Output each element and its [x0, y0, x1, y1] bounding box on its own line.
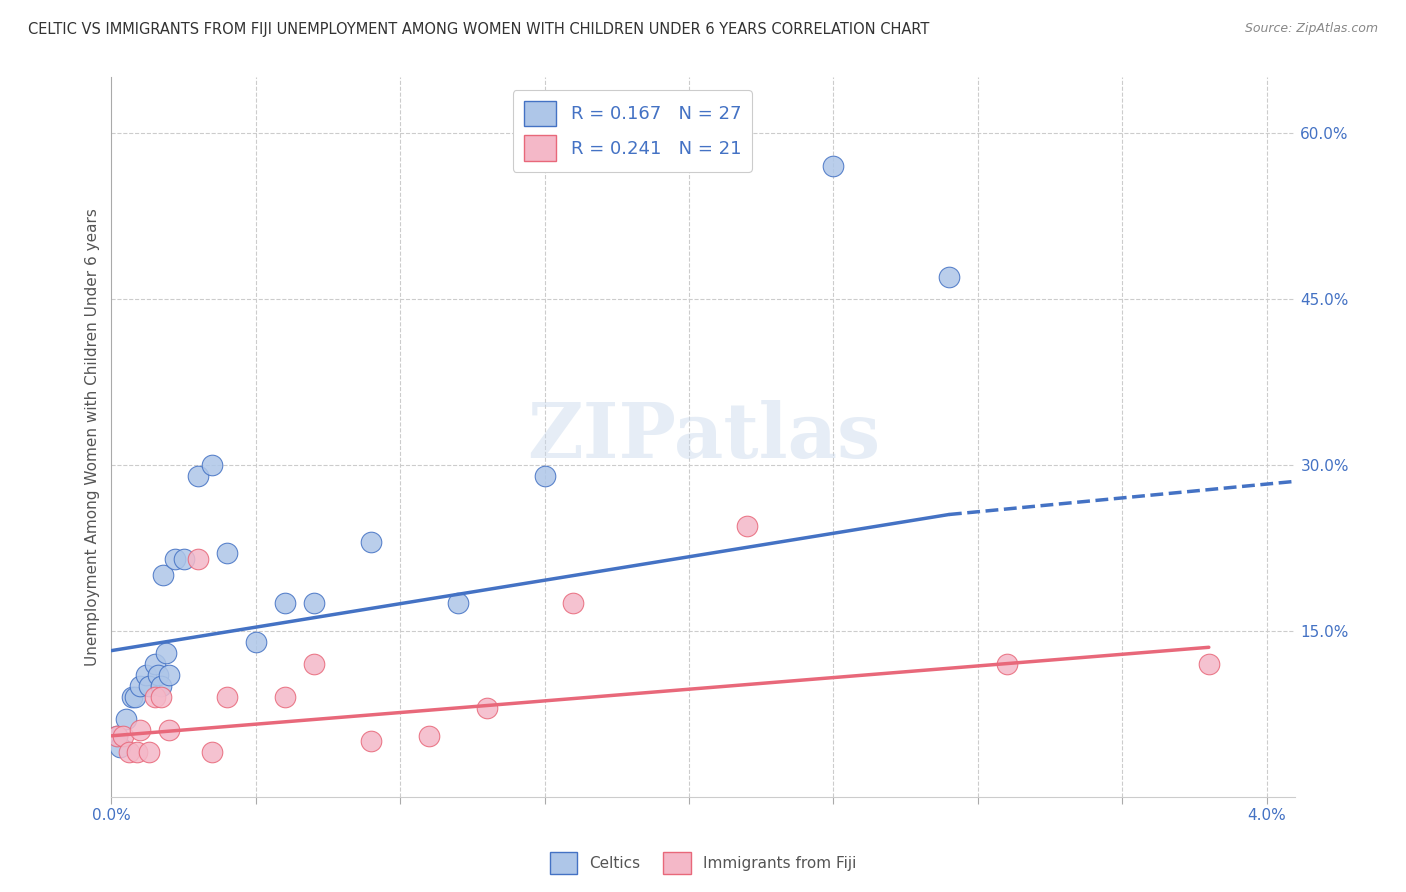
- Point: [152, 568, 174, 582]
- Point: [187, 468, 209, 483]
- Point: [149, 679, 172, 693]
- Point: [1198, 657, 1220, 671]
- Point: [105, 729, 128, 743]
- Point: [157, 723, 180, 738]
- Point: [447, 596, 470, 610]
- Point: [995, 657, 1018, 671]
- Point: [273, 690, 295, 704]
- Point: [823, 159, 845, 173]
- Point: [105, 729, 128, 743]
- Point: [735, 518, 758, 533]
- Point: [215, 546, 238, 560]
- Point: [533, 468, 555, 483]
- Point: [143, 690, 166, 704]
- Point: [201, 458, 224, 472]
- Point: [360, 535, 382, 549]
- Text: Source: ZipAtlas.com: Source: ZipAtlas.com: [1244, 22, 1378, 36]
- Point: [302, 657, 325, 671]
- Point: [201, 746, 224, 760]
- Point: [111, 729, 134, 743]
- Point: [108, 739, 131, 754]
- Text: ZIPatlas: ZIPatlas: [527, 400, 880, 474]
- Point: [157, 668, 180, 682]
- Point: [562, 596, 585, 610]
- Point: [475, 701, 498, 715]
- Point: [187, 551, 209, 566]
- Point: [127, 746, 149, 760]
- Legend: Celtics, Immigrants from Fiji: Celtics, Immigrants from Fiji: [544, 846, 862, 880]
- Point: [273, 596, 295, 610]
- Point: [302, 596, 325, 610]
- Point: [129, 679, 152, 693]
- Point: [135, 668, 157, 682]
- Point: [124, 690, 146, 704]
- Point: [138, 746, 160, 760]
- Point: [418, 729, 440, 743]
- Point: [245, 634, 267, 648]
- Point: [938, 269, 960, 284]
- Point: [115, 712, 138, 726]
- Point: [146, 668, 169, 682]
- Point: [143, 657, 166, 671]
- Point: [149, 690, 172, 704]
- Legend: R = 0.167   N = 27, R = 0.241   N = 21: R = 0.167 N = 27, R = 0.241 N = 21: [513, 90, 752, 172]
- Point: [121, 690, 143, 704]
- Point: [173, 551, 195, 566]
- Point: [138, 679, 160, 693]
- Point: [129, 723, 152, 738]
- Point: [118, 746, 141, 760]
- Point: [360, 734, 382, 748]
- Point: [215, 690, 238, 704]
- Text: CELTIC VS IMMIGRANTS FROM FIJI UNEMPLOYMENT AMONG WOMEN WITH CHILDREN UNDER 6 YE: CELTIC VS IMMIGRANTS FROM FIJI UNEMPLOYM…: [28, 22, 929, 37]
- Point: [155, 646, 177, 660]
- Y-axis label: Unemployment Among Women with Children Under 6 years: Unemployment Among Women with Children U…: [86, 208, 100, 666]
- Point: [163, 551, 186, 566]
